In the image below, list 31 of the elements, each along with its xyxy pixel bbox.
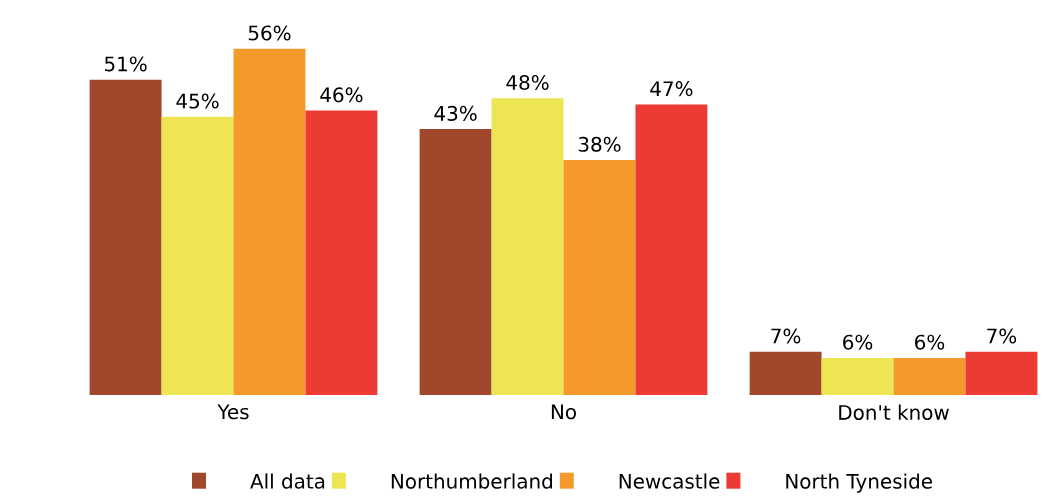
bar bbox=[821, 357, 894, 395]
bar bbox=[749, 351, 822, 395]
data-label: 45% bbox=[176, 93, 219, 109]
data-label: 56% bbox=[248, 25, 291, 41]
legend-label: North Tyneside bbox=[786, 473, 932, 493]
x-tick-label: Yes bbox=[217, 404, 249, 420]
bar bbox=[563, 160, 636, 395]
bar bbox=[161, 116, 234, 395]
bar bbox=[635, 104, 708, 395]
legend-label: Northumberland bbox=[391, 473, 552, 489]
bar bbox=[893, 357, 966, 395]
legend-label: All data bbox=[250, 473, 325, 489]
bar bbox=[965, 351, 1038, 395]
data-label: 6% bbox=[843, 334, 873, 350]
data-label: 48% bbox=[506, 74, 549, 90]
x-tick-label: Don't know bbox=[839, 404, 949, 420]
data-label: 43% bbox=[434, 105, 477, 121]
data-label: 38% bbox=[578, 136, 621, 152]
x-tick-label: No bbox=[551, 404, 576, 420]
legend-label: Newcastle bbox=[619, 473, 720, 489]
data-label: 47% bbox=[650, 81, 693, 97]
data-label: 7% bbox=[771, 328, 801, 344]
bar bbox=[89, 79, 162, 395]
data-label: 6% bbox=[915, 334, 945, 350]
data-label: 46% bbox=[320, 87, 363, 103]
bar bbox=[491, 98, 564, 395]
data-label: 51% bbox=[104, 56, 147, 72]
bar bbox=[305, 110, 378, 395]
data-label: 7% bbox=[987, 328, 1017, 344]
bar bbox=[419, 129, 492, 395]
bar bbox=[233, 48, 306, 395]
